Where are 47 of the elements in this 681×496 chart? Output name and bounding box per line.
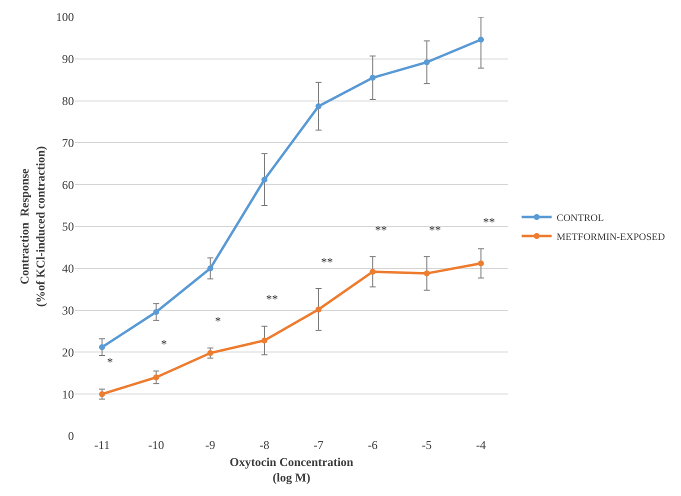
annotation: **: [375, 223, 387, 237]
point: [261, 337, 268, 344]
x-tick-label: -10: [148, 438, 164, 452]
point: [153, 308, 160, 315]
point: [153, 374, 160, 380]
point: [207, 350, 214, 356]
x-tick-label: -6: [368, 438, 378, 452]
y-tick-label: 50: [62, 220, 74, 234]
y-tick-label: 100: [56, 10, 74, 24]
point: [478, 260, 484, 266]
point: [478, 36, 484, 43]
y-tick-label: 60: [62, 178, 74, 192]
y-tick-label: 30: [62, 304, 74, 318]
point: [99, 391, 106, 398]
y-tick-label: 0: [68, 429, 74, 444]
point: [99, 344, 106, 350]
point: [424, 59, 430, 66]
x-tick-label: -5: [422, 438, 432, 452]
y-tick-label: 40: [62, 262, 74, 276]
point: [207, 265, 214, 272]
x-tick-label: -9: [205, 438, 216, 452]
annotation: **: [266, 292, 278, 306]
point: [316, 306, 322, 312]
y-tick-label: 90: [62, 52, 74, 66]
x-tick-label: -8: [259, 438, 270, 452]
annotation: *: [107, 355, 113, 369]
point: [370, 74, 376, 81]
y-tick-label: 80: [62, 94, 74, 108]
point: [370, 268, 376, 275]
annotation: *: [161, 337, 167, 351]
y-axis-title: Contraction Response (%of KCl-induced contraction): [18, 146, 48, 307]
point: [424, 270, 430, 276]
x-tick-label: -7: [314, 438, 324, 452]
x-axis-title: Oxytocin Concentration (log M): [230, 454, 354, 484]
legend-label: CONTROL: [556, 212, 604, 224]
annotation: **: [321, 255, 333, 269]
legend-label: METFORMIN-EXPOSED: [556, 232, 666, 243]
point: [261, 176, 268, 183]
x-tick-label: -11: [94, 438, 110, 452]
annotation: **: [429, 223, 441, 237]
y-tick-label: 20: [62, 345, 74, 360]
y-tick-label: 70: [62, 136, 74, 150]
x-tick-label: -4: [476, 438, 486, 452]
annotation: **: [483, 215, 495, 229]
point: [316, 103, 322, 110]
y-tick-label: 10: [62, 387, 74, 402]
annotation: *: [215, 314, 221, 328]
